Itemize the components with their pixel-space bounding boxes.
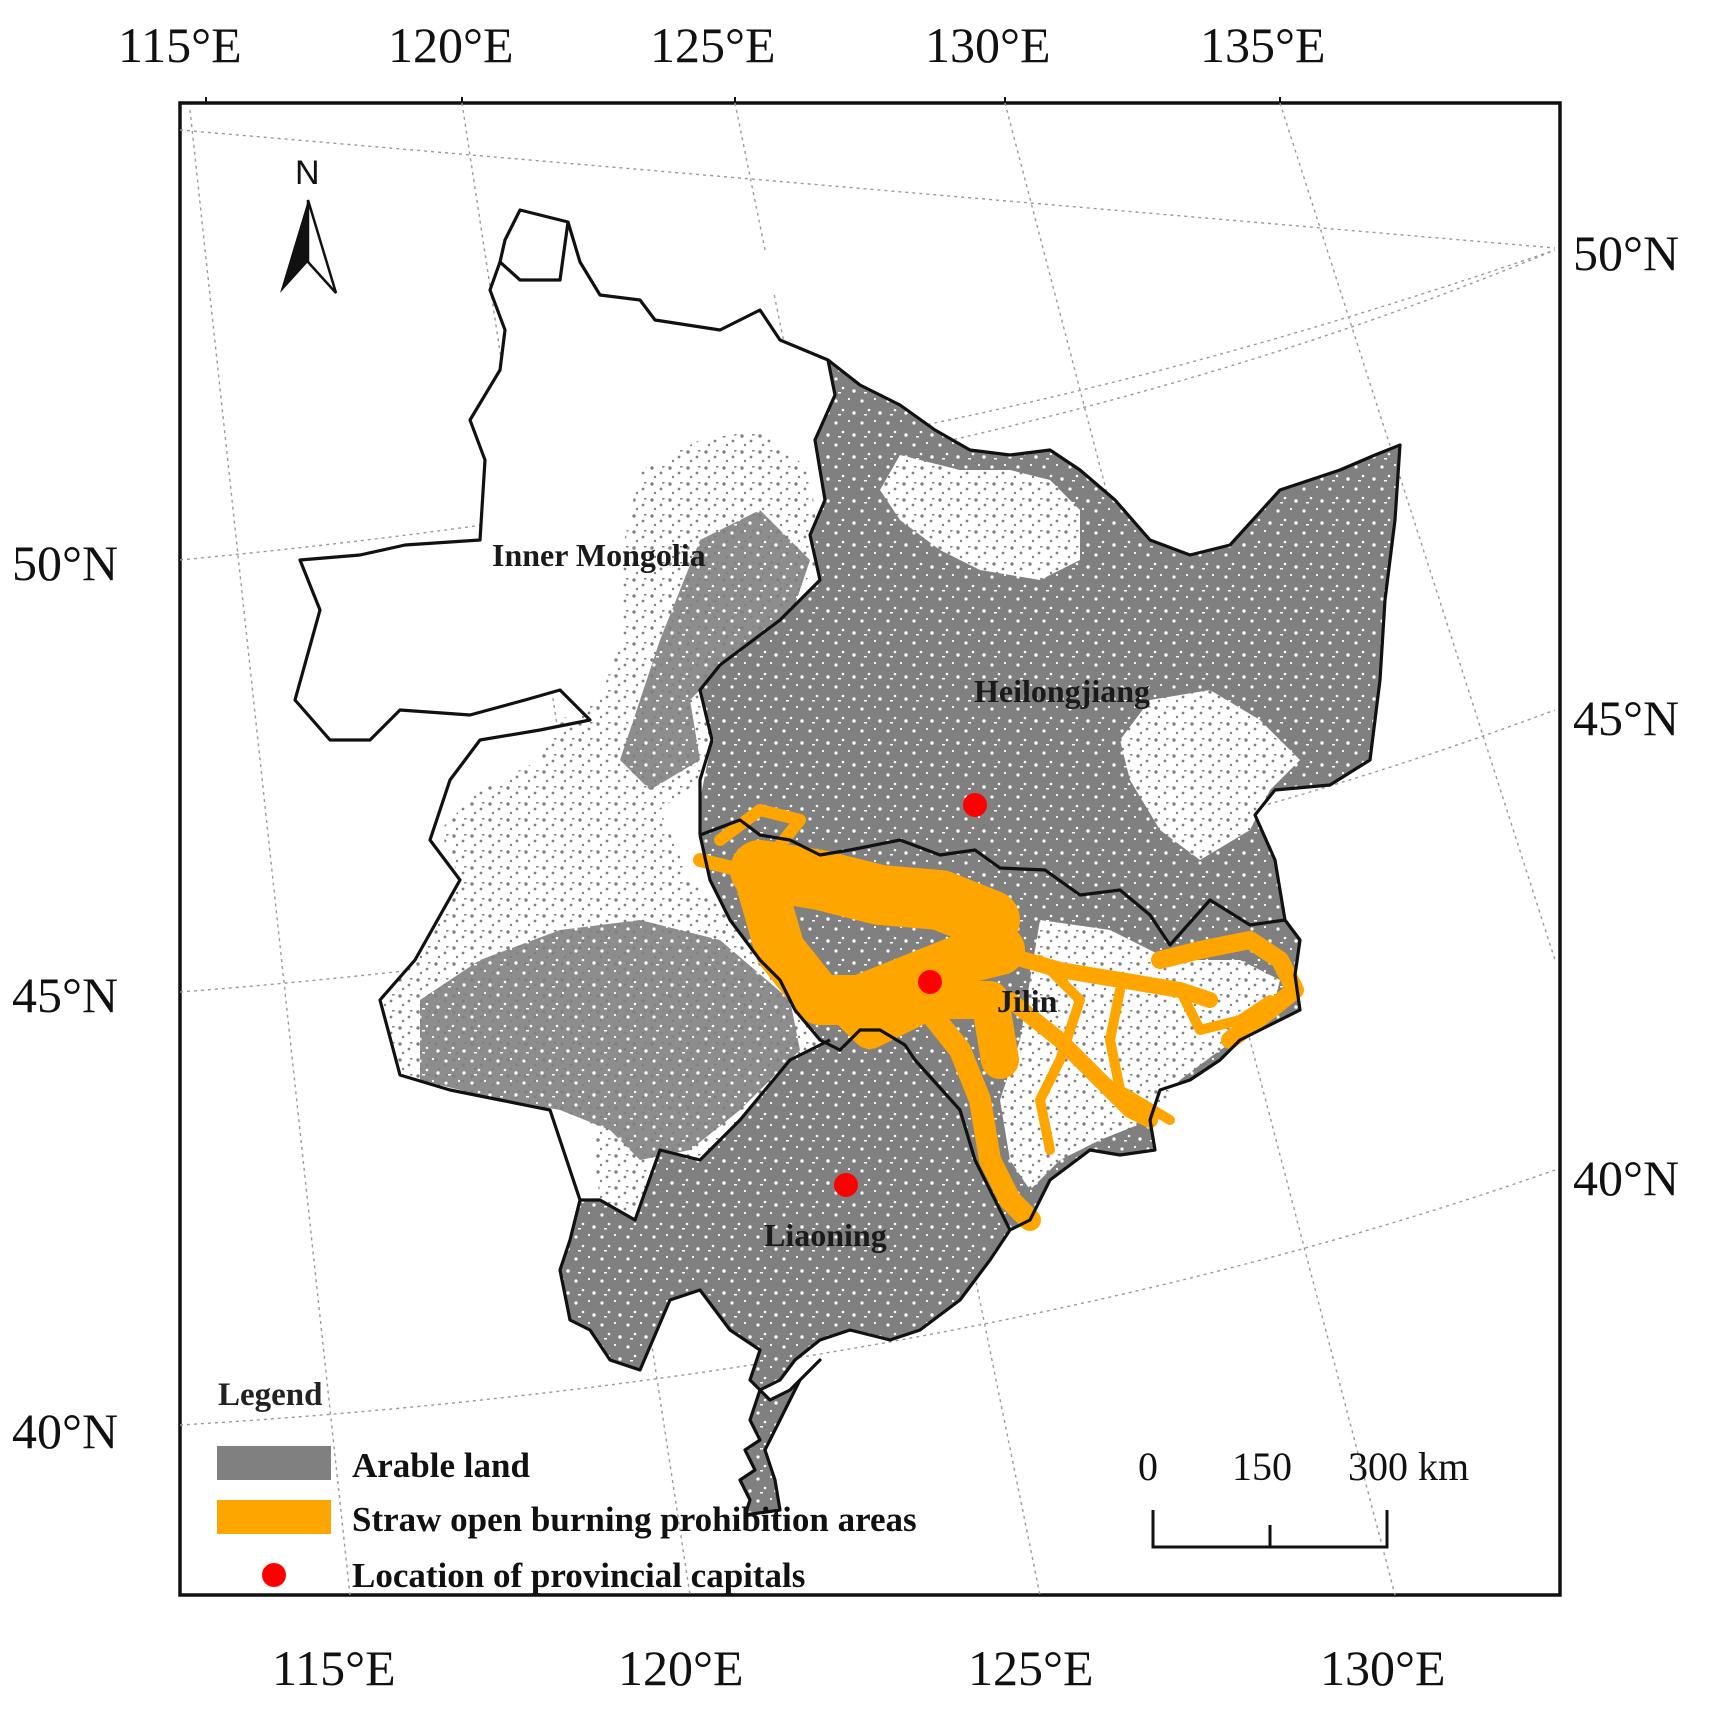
bottom-axis: 115°E 120°E 125°E 130°E (272, 1640, 1446, 1696)
north-arrow-icon (280, 200, 308, 293)
legend-title: Legend (218, 1377, 323, 1413)
right-tick: 40°N (1573, 1150, 1679, 1206)
capital-liaoning (834, 1173, 858, 1197)
legend: Legend Arable land Straw open burning pr… (217, 1377, 917, 1595)
top-tick: 135°E (1200, 17, 1326, 73)
liaoning-land (560, 1030, 1010, 1515)
top-tick: 125°E (650, 17, 776, 73)
bottom-tick: 130°E (1320, 1640, 1446, 1696)
scale-label: 300 km (1348, 1444, 1469, 1489)
capital-heilongjiang (963, 793, 987, 817)
bottom-tick: 125°E (968, 1640, 1094, 1696)
left-tick: 40°N (12, 1403, 118, 1459)
top-tick: 120°E (388, 17, 514, 73)
legend-swatch-prohibition (217, 1500, 331, 1534)
left-tick: 50°N (12, 535, 118, 591)
right-axis: 50°N 45°N 40°N (1573, 225, 1679, 1206)
prohibition-areas (693, 804, 1304, 1231)
capital-jilin (918, 970, 942, 994)
provincial-capitals (834, 793, 987, 1197)
legend-label-capital: Location of provincial capitals (352, 1556, 805, 1595)
top-tick: 115°E (118, 17, 242, 73)
inner-mongolia-arable-dense (620, 510, 810, 790)
scale-label: 0 (1138, 1444, 1158, 1489)
province-label-inner-mongolia: Inner Mongolia (492, 537, 706, 573)
top-tick: 130°E (925, 17, 1051, 73)
right-tick: 45°N (1573, 690, 1679, 746)
legend-swatch-arable (217, 1446, 331, 1480)
right-tick: 50°N (1573, 225, 1679, 281)
scale-bar: 0 150 300 km (1138, 1444, 1469, 1549)
left-axis: 50°N 45°N 40°N (12, 535, 118, 1459)
bottom-tick: 115°E (272, 1640, 396, 1696)
heilongjiang-nonarable-north (880, 455, 1080, 580)
province-label-heilongjiang: Heilongjiang (974, 673, 1150, 709)
north-arrow: N (280, 154, 338, 294)
scale-label: 150 (1232, 1444, 1292, 1489)
legend-label-prohibition: Straw open burning prohibition areas (352, 1500, 917, 1539)
legend-label-arable: Arable land (352, 1446, 530, 1485)
top-axis: 115°E 120°E 125°E 130°E 135°E (118, 17, 1326, 103)
legend-swatch-capital (262, 1563, 286, 1587)
north-arrow-label: N (295, 154, 320, 192)
bottom-tick: 120°E (618, 1640, 744, 1696)
province-label-liaoning: Liaoning (764, 1217, 887, 1253)
province-label-jilin: Jilin (997, 983, 1058, 1019)
province-borders (293, 208, 1402, 1517)
left-tick: 45°N (12, 967, 118, 1023)
inner-mongolia-arable-south (420, 920, 800, 1160)
